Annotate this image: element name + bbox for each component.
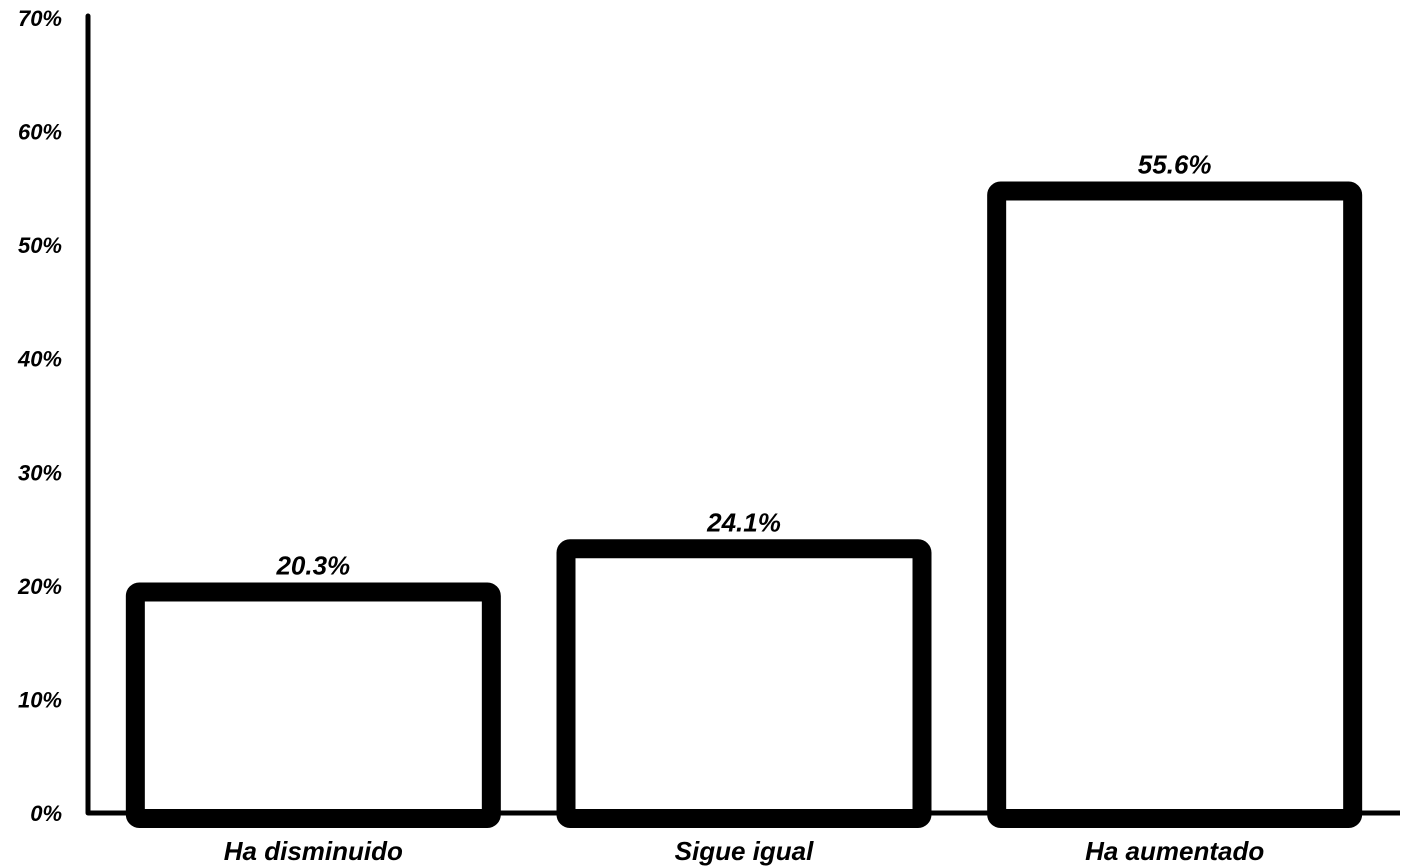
data-label: 20.3% <box>275 550 350 580</box>
y-tick-label: 70% <box>18 6 62 31</box>
data-labels: 20.3% 24.1% 55.6% <box>275 150 1211 581</box>
x-category-label: Ha aumentado <box>1085 836 1264 866</box>
bar-ha-disminuido <box>125 582 501 829</box>
y-tick-label: 50% <box>18 233 62 258</box>
x-category-label: Ha disminuido <box>224 836 403 866</box>
y-tick-label: 30% <box>18 460 62 485</box>
y-tick-label: 0% <box>30 801 62 826</box>
bar-ha-aumentado <box>987 181 1363 829</box>
y-tick-label: 40% <box>17 347 62 372</box>
y-tick-label: 60% <box>18 120 62 145</box>
bar-sigue-igual <box>556 539 932 828</box>
data-label: 55.6% <box>1138 150 1212 180</box>
y-tick-label: 10% <box>18 687 62 712</box>
y-tick-label: 20% <box>17 574 62 599</box>
x-category-label: Sigue igual <box>675 836 814 866</box>
x-axis-categories: Ha disminuido Sigue igual Ha aumentado <box>224 836 1265 866</box>
bars <box>125 181 1363 829</box>
y-axis-ticks: 0% 10% 20% 30% 40% 50% 60% 70% <box>17 6 62 826</box>
data-label: 24.1% <box>706 507 781 537</box>
